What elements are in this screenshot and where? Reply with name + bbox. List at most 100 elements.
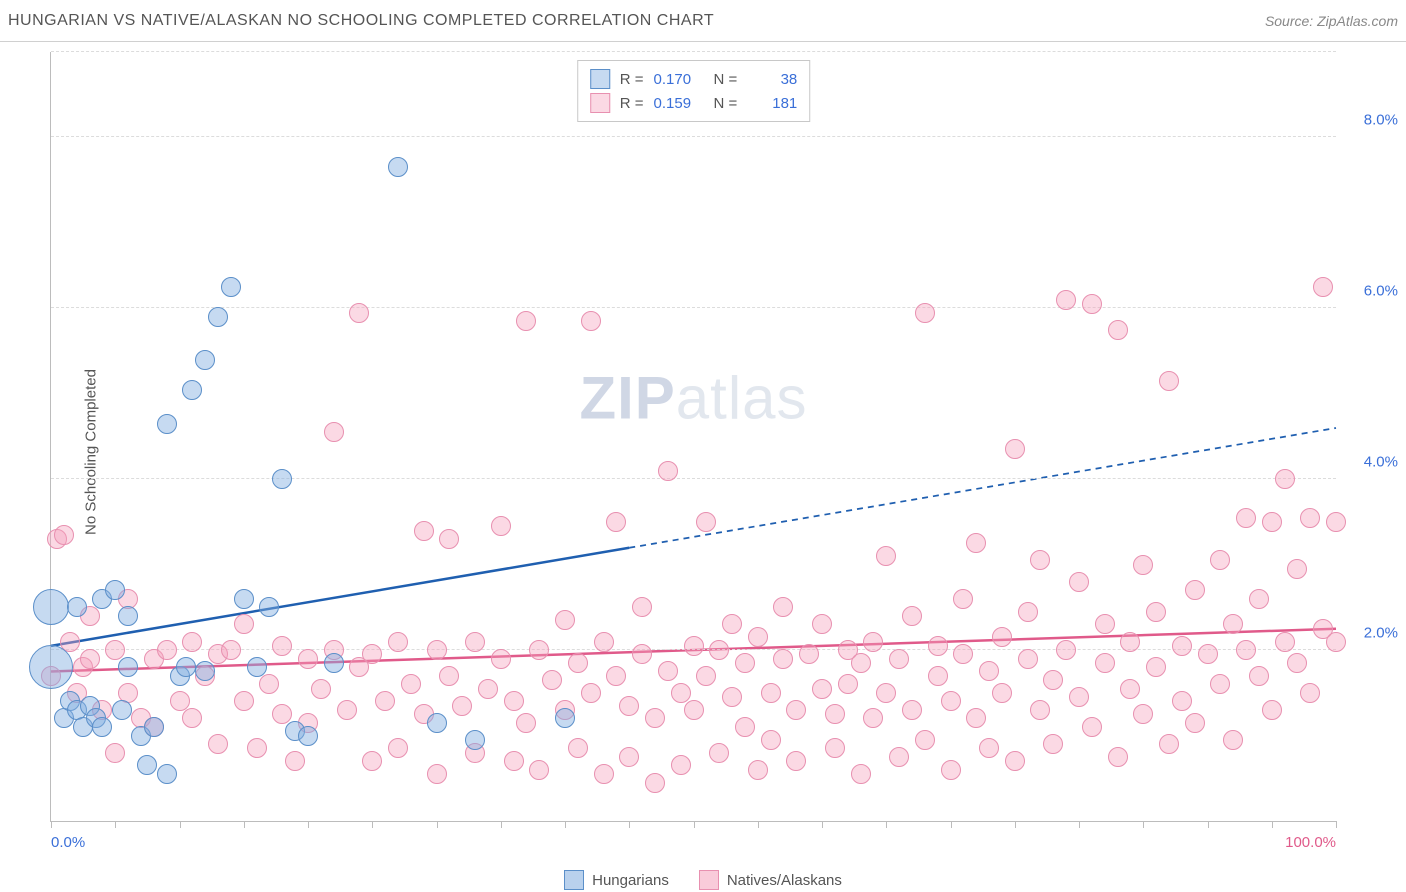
scatter-point bbox=[1069, 572, 1089, 592]
xtick bbox=[180, 821, 181, 828]
scatter-point bbox=[594, 764, 614, 784]
scatter-point bbox=[491, 649, 511, 669]
scatter-point bbox=[684, 700, 704, 720]
scatter-point bbox=[966, 708, 986, 728]
scatter-point bbox=[928, 636, 948, 656]
scatter-point bbox=[722, 687, 742, 707]
stat-r-value: 0.159 bbox=[654, 95, 704, 112]
legend-item: Natives/Alaskans bbox=[699, 870, 842, 890]
scatter-point bbox=[29, 645, 73, 689]
stats-row: R =0.159N =181 bbox=[590, 91, 798, 115]
scatter-point bbox=[863, 632, 883, 652]
scatter-point bbox=[992, 683, 1012, 703]
scatter-point bbox=[722, 614, 742, 634]
scatter-point bbox=[176, 657, 196, 677]
scatter-point bbox=[414, 521, 434, 541]
scatter-point bbox=[619, 747, 639, 767]
scatter-point bbox=[208, 734, 228, 754]
scatter-point bbox=[427, 640, 447, 660]
scatter-point bbox=[1172, 636, 1192, 656]
scatter-point bbox=[581, 311, 601, 331]
xtick bbox=[886, 821, 887, 828]
scatter-point bbox=[1056, 290, 1076, 310]
scatter-point bbox=[1185, 580, 1205, 600]
scatter-point bbox=[1108, 747, 1128, 767]
scatter-point bbox=[915, 730, 935, 750]
scatter-point bbox=[401, 674, 421, 694]
scatter-point bbox=[504, 751, 524, 771]
scatter-point bbox=[889, 649, 909, 669]
xtick-label: 100.0% bbox=[1285, 834, 1336, 851]
scatter-point bbox=[735, 653, 755, 673]
scatter-point bbox=[696, 666, 716, 686]
scatter-point bbox=[157, 414, 177, 434]
scatter-point bbox=[761, 683, 781, 703]
scatter-point bbox=[863, 708, 883, 728]
scatter-point bbox=[851, 653, 871, 673]
legend-swatch bbox=[590, 69, 610, 89]
scatter-point bbox=[1262, 512, 1282, 532]
scatter-point bbox=[491, 516, 511, 536]
scatter-point bbox=[773, 597, 793, 617]
stats-legend-box: R =0.170N =38R =0.159N =181 bbox=[577, 60, 811, 122]
scatter-point bbox=[786, 700, 806, 720]
legend-label: Hungarians bbox=[592, 872, 669, 889]
scatter-point bbox=[606, 512, 626, 532]
scatter-point bbox=[1108, 320, 1128, 340]
source-label: Source: ZipAtlas.com bbox=[1265, 13, 1398, 29]
xtick bbox=[501, 821, 502, 828]
scatter-point bbox=[516, 311, 536, 331]
scatter-point bbox=[1172, 691, 1192, 711]
scatter-point bbox=[529, 760, 549, 780]
scatter-point bbox=[439, 666, 459, 686]
scatter-point bbox=[812, 614, 832, 634]
xtick bbox=[437, 821, 438, 828]
scatter-point bbox=[362, 644, 382, 664]
xtick bbox=[1143, 821, 1144, 828]
scatter-point bbox=[144, 717, 164, 737]
scatter-point bbox=[427, 764, 447, 784]
xtick bbox=[1015, 821, 1016, 828]
stats-row: R =0.170N =38 bbox=[590, 67, 798, 91]
scatter-point bbox=[1018, 602, 1038, 622]
scatter-point bbox=[632, 597, 652, 617]
scatter-point bbox=[1082, 717, 1102, 737]
scatter-point bbox=[709, 640, 729, 660]
scatter-point bbox=[195, 661, 215, 681]
scatter-point bbox=[1236, 508, 1256, 528]
scatter-point bbox=[684, 636, 704, 656]
scatter-point bbox=[1030, 550, 1050, 570]
scatter-point bbox=[272, 704, 292, 724]
scatter-point bbox=[285, 751, 305, 771]
scatter-point bbox=[529, 640, 549, 660]
stat-r-label: R = bbox=[620, 71, 644, 88]
scatter-point bbox=[1146, 657, 1166, 677]
scatter-point bbox=[92, 717, 112, 737]
scatter-point bbox=[118, 657, 138, 677]
scatter-point bbox=[1159, 371, 1179, 391]
gridline bbox=[51, 307, 1336, 308]
scatter-point bbox=[1210, 674, 1230, 694]
xtick bbox=[1208, 821, 1209, 828]
stat-r-value: 0.170 bbox=[654, 71, 704, 88]
scatter-point bbox=[645, 773, 665, 793]
scatter-point bbox=[465, 632, 485, 652]
scatter-point bbox=[388, 738, 408, 758]
xtick bbox=[951, 821, 952, 828]
scatter-point bbox=[170, 691, 190, 711]
scatter-point bbox=[902, 606, 922, 626]
scatter-point bbox=[941, 760, 961, 780]
scatter-point bbox=[375, 691, 395, 711]
scatter-point bbox=[619, 696, 639, 716]
scatter-point bbox=[118, 606, 138, 626]
scatter-point bbox=[671, 755, 691, 775]
scatter-point bbox=[1185, 713, 1205, 733]
scatter-point bbox=[1120, 632, 1140, 652]
scatter-point bbox=[1146, 602, 1166, 622]
scatter-point bbox=[1262, 700, 1282, 720]
scatter-point bbox=[1005, 439, 1025, 459]
scatter-point bbox=[112, 700, 132, 720]
scatter-point bbox=[1018, 649, 1038, 669]
xtick bbox=[308, 821, 309, 828]
scatter-point bbox=[349, 303, 369, 323]
